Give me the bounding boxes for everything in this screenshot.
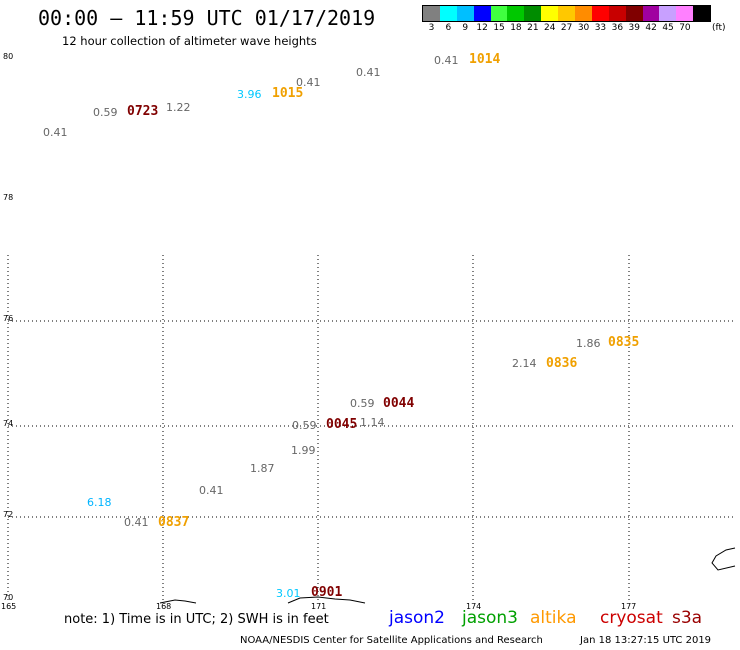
- legend-swatch: [693, 6, 711, 21]
- lat-label: 70: [3, 593, 14, 602]
- coastline-right: [711, 547, 736, 571]
- satellite-legend-cryosat: cryosat: [600, 608, 663, 628]
- lat-label: 80: [3, 52, 14, 61]
- lon-label: 177: [621, 602, 637, 611]
- wave-height-value: 0.59: [350, 397, 375, 410]
- chart-title: 00:00 – 11:59 UTC 01/17/2019: [38, 6, 376, 30]
- lon-label: 168: [156, 602, 172, 611]
- legend-labels: 3 6 9 12 15 18 21 24 27 30 33 36 39 42 45 70: [422, 23, 732, 35]
- coastline-center: [287, 596, 366, 604]
- credit-footer: NOAA/NESDIS Center for Satellite Applica…: [240, 635, 543, 646]
- pass-time: 0723: [127, 104, 159, 119]
- legend-label: 42: [645, 23, 657, 33]
- legend-swatch: [558, 6, 576, 21]
- lon-label: 171: [311, 602, 327, 611]
- legend-swatch: [591, 6, 609, 21]
- legend-label: 21: [527, 23, 539, 33]
- pass-time: 0901: [311, 585, 343, 600]
- legend-label: 39: [628, 23, 640, 33]
- pass-time: 0836: [546, 356, 578, 371]
- pass-time: 1014: [469, 52, 501, 67]
- pass-time: 0044: [383, 396, 415, 411]
- legend-swatch: [473, 6, 491, 21]
- wave-height-legend: 3 6 9 12 15 18 21 24 27 30 33 36 39 42 45 70 (ft): [422, 5, 732, 37]
- wave-height-value: 2.14: [512, 357, 537, 370]
- wave-height-value: 0.41: [434, 54, 459, 67]
- legend-swatch: [676, 6, 694, 21]
- legend-swatch: [524, 6, 542, 21]
- coastline-bottom: [159, 599, 197, 604]
- legend-swatch: [642, 6, 660, 21]
- wave-height-value: 1.86: [576, 337, 601, 350]
- legend-swatch: [456, 6, 474, 21]
- pass-time: 1015: [272, 86, 304, 101]
- legend-color-bar: [422, 5, 712, 22]
- legend-label: 15: [493, 23, 505, 33]
- satellite-legend-jason3: jason3: [462, 608, 518, 628]
- pass-time: 0835: [608, 335, 640, 350]
- legend-swatch: [423, 6, 440, 21]
- wave-height-value: 0.59: [292, 419, 317, 432]
- satellite-legend-altika: altika: [530, 608, 577, 628]
- legend-label: 3: [428, 23, 435, 33]
- wave-height-value: 0.41: [356, 66, 381, 79]
- legend-swatch: [575, 6, 592, 21]
- legend-swatch: [541, 6, 559, 21]
- lon-label: 165: [1, 602, 17, 611]
- satellite-legend-s3a: s3a: [672, 608, 703, 628]
- legend-swatch: [490, 6, 508, 21]
- wave-height-value: 0.41: [296, 76, 321, 89]
- wave-height-value: 1.14: [360, 416, 385, 429]
- generated-timestamp: Jan 18 13:27:15 UTC 2019: [580, 635, 712, 646]
- legend-swatch: [608, 6, 626, 21]
- legend-label: 70: [679, 23, 691, 33]
- wave-height-value: 6.18: [87, 496, 112, 509]
- legend-swatch: [625, 6, 643, 21]
- legend-label: 12: [476, 23, 488, 33]
- units-note: note: 1) Time is in UTC; 2) SWH is in fe…: [64, 612, 329, 627]
- lat-label: 72: [3, 510, 14, 519]
- wave-height-value: 0.59: [93, 106, 118, 119]
- lon-label: 174: [466, 602, 482, 611]
- wave-height-value: 0.41: [43, 126, 68, 139]
- legend-swatch: [659, 6, 677, 21]
- legend-swatch: [507, 6, 525, 21]
- legend-label: 33: [594, 23, 607, 33]
- legend-label: 6: [445, 23, 452, 33]
- legend-label: 36: [611, 23, 624, 33]
- pass-time: 0045: [326, 417, 358, 432]
- lat-label: 76: [3, 314, 14, 323]
- legend-label: 9: [462, 23, 469, 33]
- satellite-legend-jason2: jason2: [389, 608, 445, 628]
- pass-time: 0837: [158, 515, 190, 530]
- legend-label: 30: [577, 23, 590, 33]
- wave-height-value: 1.22: [166, 101, 191, 114]
- legend-label: 45: [662, 23, 674, 33]
- legend-label: 18: [510, 23, 522, 33]
- chart-subtitle: 12 hour collection of altimeter wave hei…: [62, 34, 317, 48]
- legend-label: 24: [544, 23, 556, 33]
- lat-label: 78: [3, 193, 14, 202]
- legend-unit: (ft): [712, 23, 726, 33]
- wave-height-value: 0.41: [199, 484, 224, 497]
- wave-height-value: 3.96: [237, 88, 262, 101]
- wave-height-value: 1.87: [250, 462, 275, 475]
- legend-swatch: [439, 6, 457, 21]
- wave-height-value: 3.01: [276, 587, 301, 600]
- wave-height-value: 1.99: [291, 444, 316, 457]
- lat-label: 74: [3, 419, 14, 428]
- wave-height-value: 0.41: [124, 516, 149, 529]
- legend-label: 27: [560, 23, 573, 33]
